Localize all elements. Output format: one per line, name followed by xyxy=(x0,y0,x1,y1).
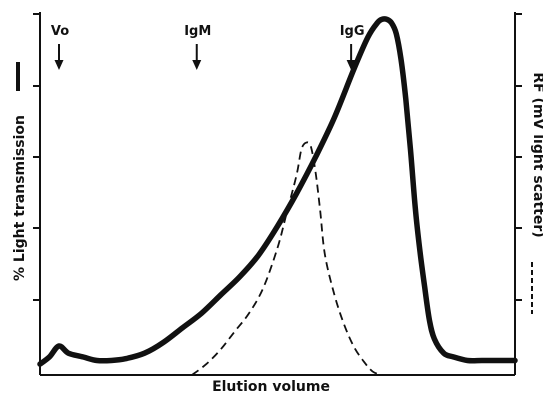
left-axis-label-group: % Light transmission xyxy=(12,62,28,281)
annotation-marker: Vo xyxy=(51,24,69,70)
y-axis-left-label: % Light transmission xyxy=(12,115,28,281)
x-axis-label: Elution volume xyxy=(212,379,330,395)
annotation-arrow-head xyxy=(346,60,356,70)
annotation-marker: IgG xyxy=(340,24,365,70)
light-transmission-series-line xyxy=(37,16,518,367)
annotation-label: IgG xyxy=(340,24,365,39)
annotation-arrow-head xyxy=(192,60,202,70)
annotation-label: IgM xyxy=(184,24,211,39)
annotation-label: Vo xyxy=(51,24,69,39)
rf-series-line xyxy=(191,141,383,376)
right-axis-ticks xyxy=(515,13,522,301)
right-axis-label-group: RF (mV light scatter) xyxy=(530,72,543,314)
annotation-arrow-head xyxy=(54,60,64,70)
marker-annotations: Vo IgM IgG xyxy=(51,24,365,70)
axes-frame xyxy=(39,12,516,376)
annotation-marker: IgM xyxy=(184,24,211,70)
left-axis-ticks xyxy=(33,13,40,301)
y-axis-right-label: RF (mV light scatter) xyxy=(530,72,543,237)
